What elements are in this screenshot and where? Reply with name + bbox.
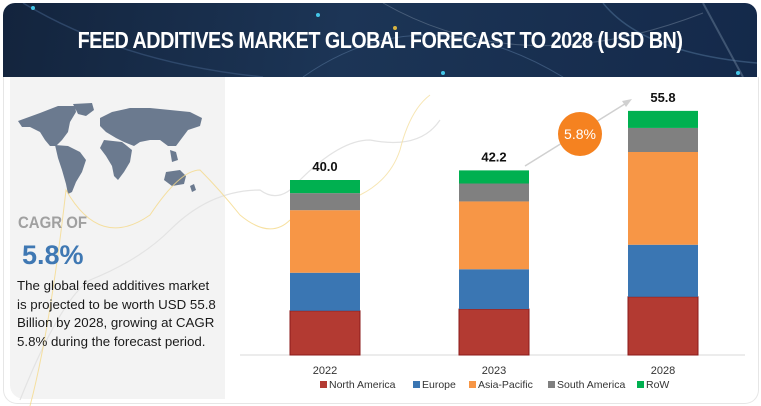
total-labels: 40.0 42.2 55.8 — [312, 90, 675, 174]
legend-swatch — [469, 381, 476, 388]
bar-segment-north-america-2023 — [458, 308, 530, 356]
legend-label: RoW — [646, 379, 669, 391]
chart-legend: North America Europe Asia-Pacific South Ame… — [320, 379, 669, 391]
bar-segment-asia-pacific-2022 — [290, 210, 360, 273]
legend-label: Europe — [422, 379, 456, 391]
total-data-label: 42.2 — [481, 149, 506, 164]
bar-segment-south-america-2022 — [290, 193, 360, 211]
bar-segment-north-america-2022 — [289, 310, 361, 356]
decor-curve-gold — [29, 169, 291, 406]
bar-segment-asia-pacific-2028 — [628, 152, 698, 245]
x-tick-labels: 2022 2023 2028 — [313, 365, 675, 377]
legend-label: North America — [329, 379, 396, 391]
decor-curve-gold-2 — [359, 94, 431, 196]
bar-segment-south-america-2023 — [459, 183, 529, 202]
header-banner: FEED ADDITIVES MARKET GLOBAL FORECAST TO… — [3, 3, 757, 77]
legend-swatch — [413, 381, 420, 388]
cagr-arrowhead-icon — [622, 99, 632, 107]
bar-segment-europe-2023 — [459, 269, 529, 310]
legend-item-asia-pacific: Asia-Pacific — [469, 379, 533, 391]
decor-curve-gray — [19, 119, 441, 401]
legend-item-row: RoW — [637, 379, 669, 391]
legend-swatch — [320, 381, 327, 388]
bar-segment-row-2022 — [290, 180, 360, 194]
bar-segment-south-america-2028 — [628, 127, 698, 152]
cagr-label: CAGR OF — [18, 213, 87, 232]
legend-swatch — [548, 381, 555, 388]
bar-segment-europe-2028 — [628, 244, 698, 297]
bar-segment-asia-pacific-2023 — [459, 201, 529, 270]
legend-item-north-america: North America — [320, 379, 396, 391]
x-tick-label: 2028 — [651, 365, 675, 377]
bars-layer — [289, 110, 699, 356]
bar-segment-north-america-2028 — [627, 296, 699, 356]
cagr-badge-text: 5.8% — [564, 126, 596, 142]
header-decoration — [22, 3, 757, 77]
bar-segment-row-2028 — [628, 110, 698, 128]
x-tick-label: 2023 — [482, 365, 506, 377]
cagr-value: 5.8% — [22, 240, 84, 270]
bar-segment-row-2023 — [459, 170, 529, 184]
legend-label: Asia-Pacific — [478, 379, 533, 391]
legend-item-south-america: South America — [548, 379, 625, 391]
x-tick-label: 2022 — [313, 365, 337, 377]
cagr-badge — [558, 112, 602, 156]
page-title: FEED ADDITIVES MARKET GLOBAL FORECAST TO… — [77, 27, 683, 53]
total-data-label: 55.8 — [650, 90, 675, 105]
legend-swatch — [637, 381, 644, 388]
legend-label: South America — [557, 379, 625, 391]
legend-item-europe: Europe — [413, 379, 456, 391]
world-map-icon — [18, 103, 202, 194]
bar-segment-europe-2022 — [290, 272, 360, 311]
market-description: The global feed additives market is proj… — [17, 278, 216, 349]
total-data-label: 40.0 — [312, 159, 337, 174]
content-frame — [3, 77, 759, 404]
